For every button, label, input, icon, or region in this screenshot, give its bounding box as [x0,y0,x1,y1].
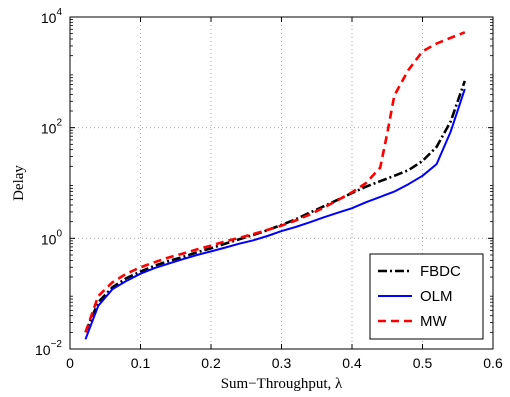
y-tick-label-exponent: 2 [56,118,62,129]
y-tick-label-exponent: 4 [56,7,62,18]
y-tick-label-exponent: −2 [51,339,63,350]
axes [69,16,494,350]
x-tick-label: 0.5 [413,355,433,371]
series-fbdc-line [84,80,467,333]
legend: FBDC OLM MW [369,253,484,340]
y-tick-label: 10−2 [35,339,62,358]
x-tick-label: 0.2 [201,355,221,371]
y-tick-label: 100 [41,228,63,247]
y-tick-label-base: 10 [41,10,57,26]
y-tick-label-base: 10 [41,121,57,137]
x-tick-label: 0.6 [483,355,503,371]
y-tick-label: 102 [41,118,63,137]
x-tick-label: 0.1 [131,355,151,371]
y-tick-label-base: 10 [35,342,51,358]
legend-label-olm: OLM [420,288,453,305]
legend-label-fbdc: FBDC [420,263,461,280]
x-tick-label: 0.3 [272,355,292,371]
series-olm-line [84,88,466,340]
x-tick-label: 0.4 [342,355,362,371]
x-tick-label: 0 [66,355,74,371]
y-tick-label: 104 [41,7,63,26]
series-group [84,31,467,340]
legend-label-mw: MW [420,313,447,330]
y-tick-label-exponent: 0 [56,228,62,239]
y-axis-label: Delay [11,165,27,201]
series-mw-line [84,31,466,333]
x-axis-label: Sum−Throughput, λ [221,376,343,392]
legend-items: FBDC OLM MW [378,263,461,330]
y-tick-label-base: 10 [41,231,57,247]
